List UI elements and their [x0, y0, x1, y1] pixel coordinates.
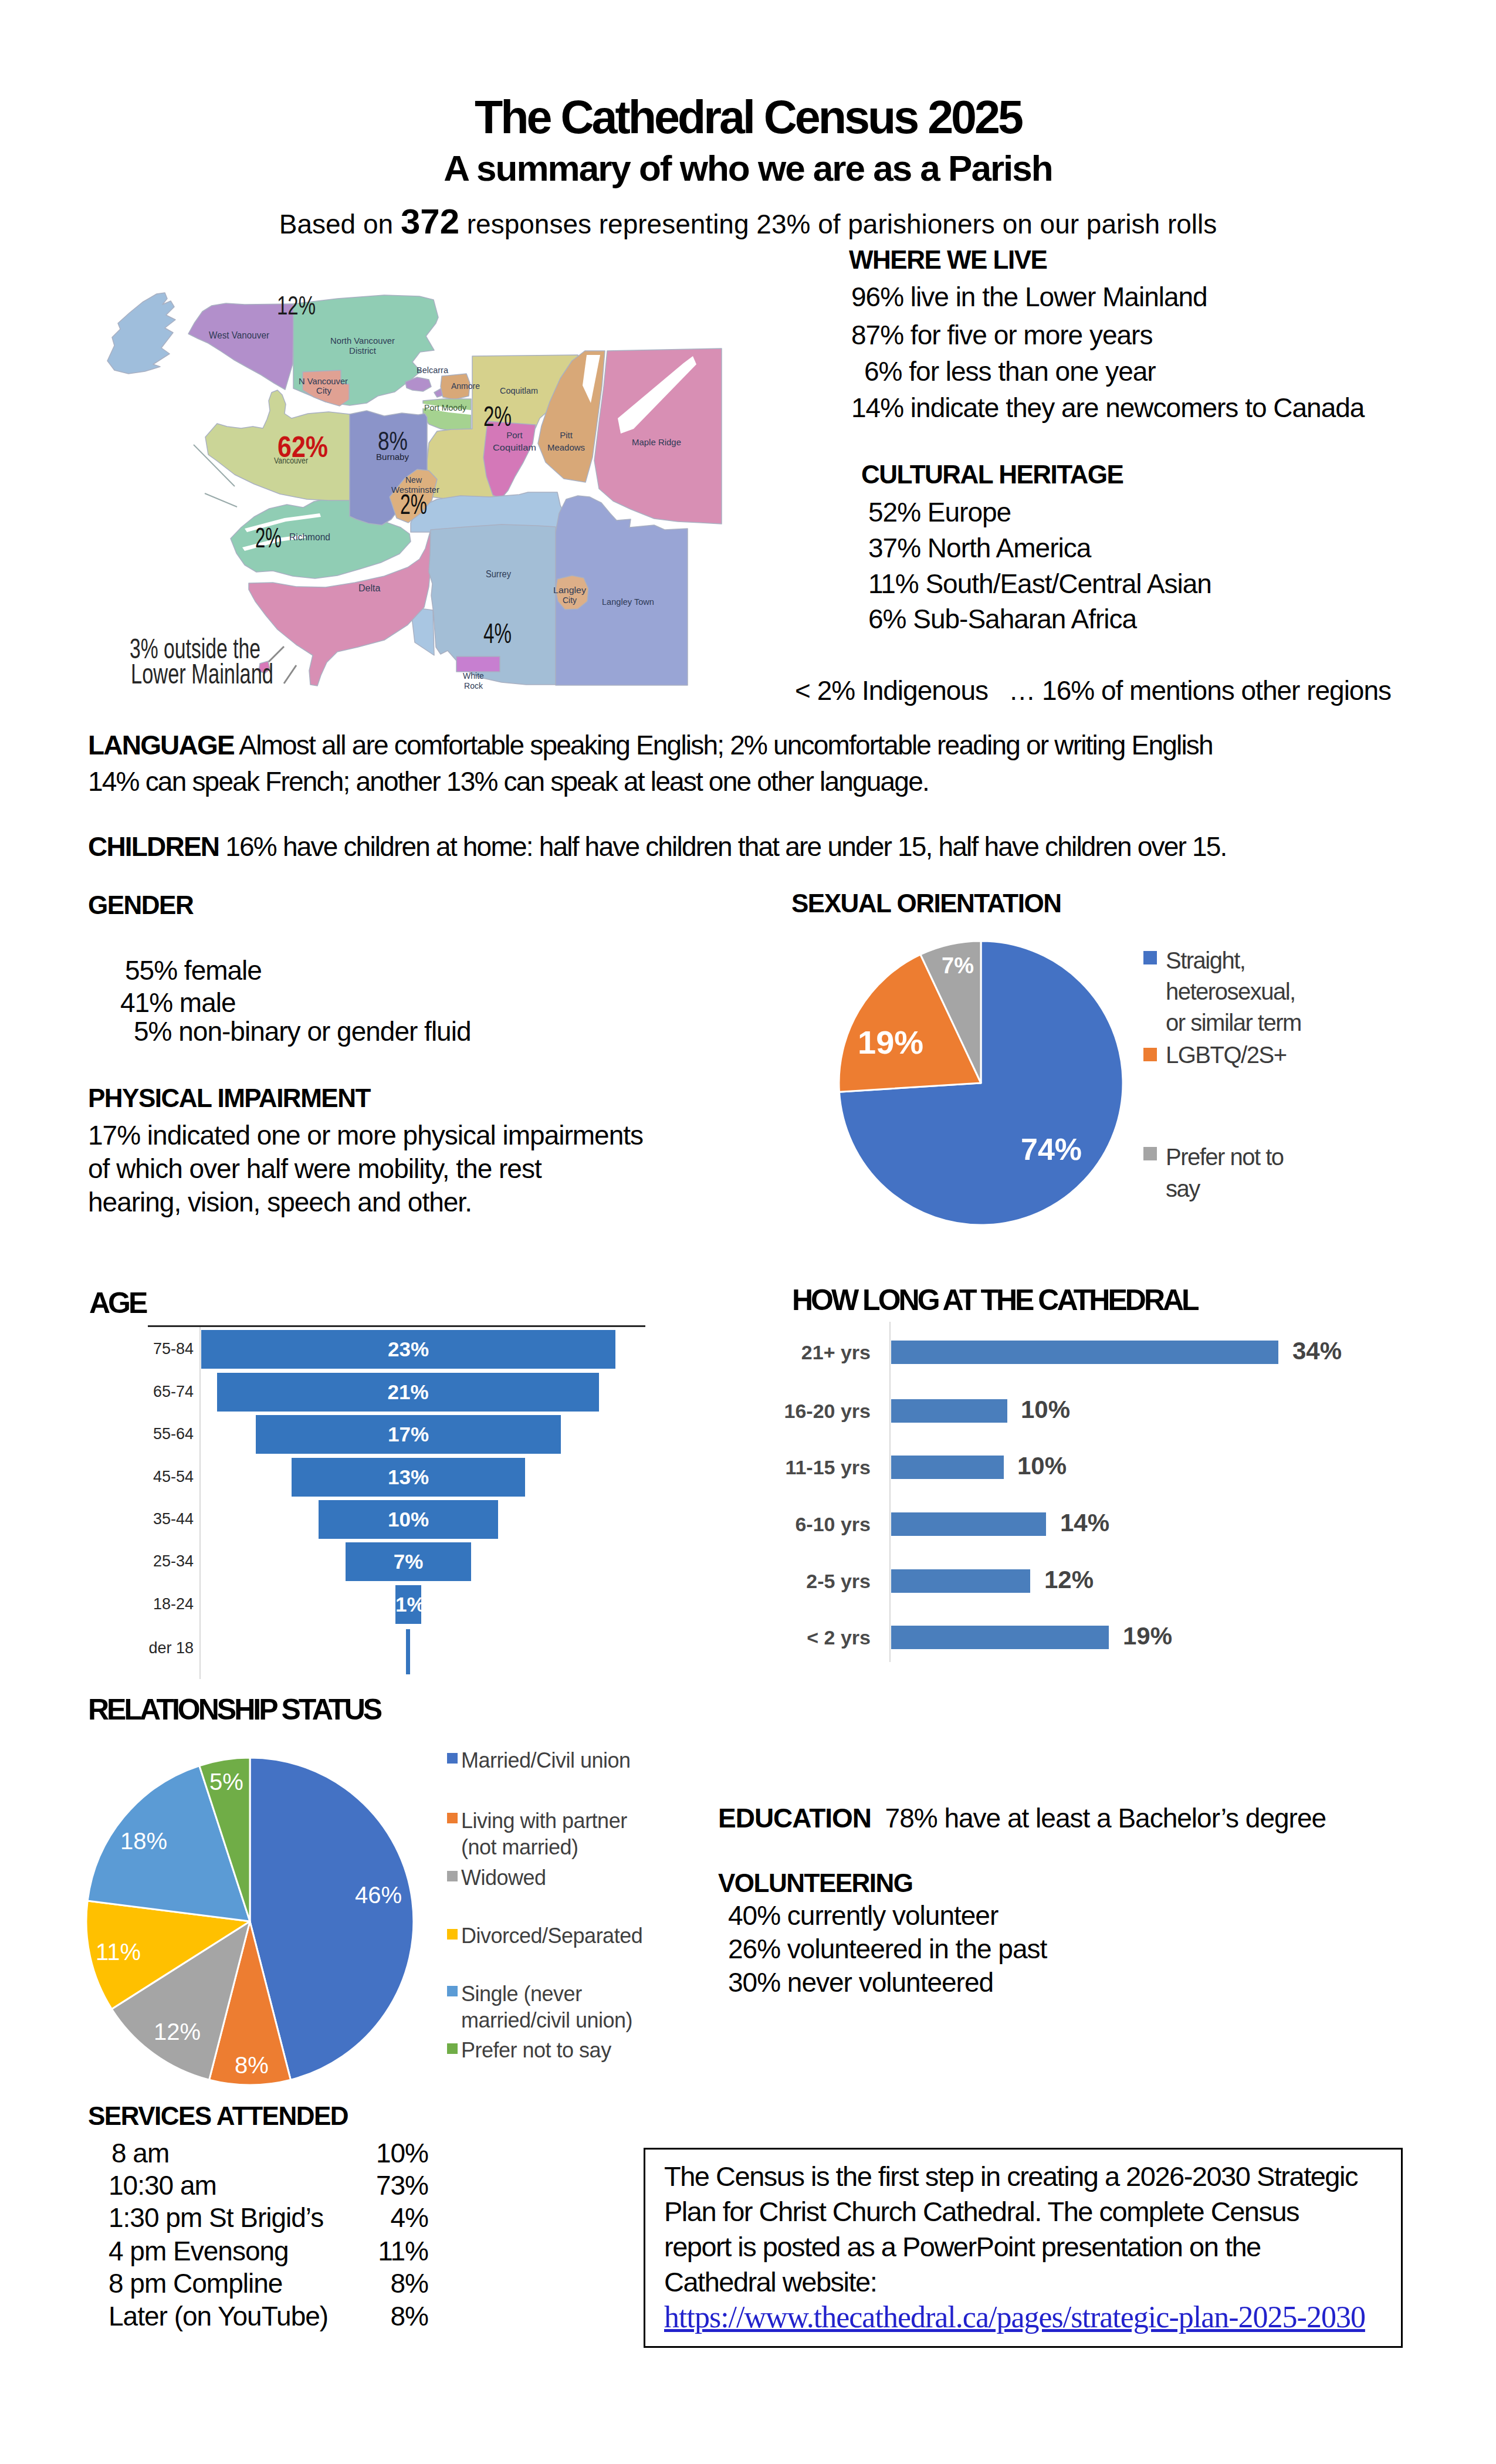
svg-text:Lower Mainland: Lower Mainland: [131, 658, 273, 689]
svg-text:12%: 12%: [277, 291, 316, 320]
svg-text:Langley Town: Langley Town: [602, 597, 654, 607]
svg-text:White: White: [463, 671, 484, 681]
svg-text:Delta: Delta: [358, 583, 380, 593]
svg-text:Surrey: Surrey: [486, 569, 511, 579]
svg-text:Anmore: Anmore: [451, 381, 480, 391]
svg-text:Richmond: Richmond: [289, 532, 330, 542]
svg-text:New: New: [405, 475, 422, 485]
svg-text:Maple Ridge: Maple Ridge: [632, 437, 681, 447]
svg-text:Belcarra: Belcarra: [417, 365, 448, 375]
svg-text:Coquitlam: Coquitlam: [493, 442, 536, 452]
svg-text:City: City: [316, 385, 331, 395]
svg-text:City: City: [563, 595, 577, 605]
svg-text:Burnaby: Burnaby: [376, 452, 409, 462]
svg-text:N Vancouver: N Vancouver: [299, 376, 348, 386]
svg-text:2%: 2%: [483, 401, 512, 432]
svg-text:Port: Port: [506, 430, 523, 440]
svg-text:Port Moody: Port Moody: [424, 402, 466, 412]
svg-text:District: District: [349, 346, 377, 356]
svg-text:4%: 4%: [483, 618, 512, 649]
svg-text:Vancouver: Vancouver: [274, 456, 308, 465]
svg-text:Meadows: Meadows: [547, 442, 585, 452]
svg-text:North Vancouver: North Vancouver: [330, 336, 395, 346]
svg-text:Rock: Rock: [464, 681, 483, 691]
svg-text:West Vanouver: West Vanouver: [209, 330, 270, 340]
svg-text:2%: 2%: [255, 522, 282, 553]
svg-text:2%: 2%: [400, 489, 427, 520]
svg-text:Langley: Langley: [553, 585, 586, 595]
svg-text:Coquitlam: Coquitlam: [500, 385, 538, 395]
svg-text:8%: 8%: [378, 427, 408, 455]
svg-text:Pitt: Pitt: [560, 430, 573, 440]
